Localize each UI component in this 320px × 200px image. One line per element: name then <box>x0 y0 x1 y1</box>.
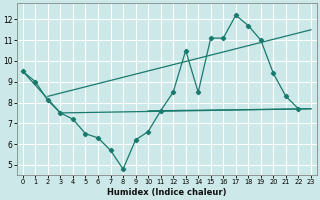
X-axis label: Humidex (Indice chaleur): Humidex (Indice chaleur) <box>107 188 227 197</box>
